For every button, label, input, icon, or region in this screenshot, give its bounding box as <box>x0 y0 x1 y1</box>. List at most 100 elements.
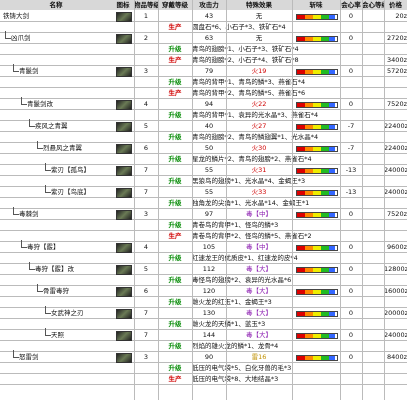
materials: 烈焰的雄火龙的鳞*1、龙骨*4 <box>192 342 279 350</box>
sharpness-bar <box>296 102 338 108</box>
row-line <box>0 242 407 253</box>
crit-rate: -7 <box>347 122 355 130</box>
attack: 90 <box>204 353 214 361</box>
crit-rate: -13 <box>345 166 357 174</box>
recipe-kind: 升级 <box>168 133 182 141</box>
special-effect: 火19 <box>251 67 267 75</box>
crit-rate: -13 <box>345 188 357 196</box>
sharpness-bar <box>296 14 338 20</box>
sharpness-bar <box>296 355 338 361</box>
sharpness-bar <box>296 289 338 295</box>
column-header: 会心等级 <box>362 0 385 10</box>
weapon-name: 凶爪剑 <box>11 34 31 42</box>
item-level: 6 <box>143 287 149 295</box>
special-effect: 毒【中】 <box>246 210 272 218</box>
materials: 青鸟的背甲*1、青鸟的鳞*3、燕雀石*4 <box>192 78 306 86</box>
column-divider <box>340 0 341 400</box>
item-level: 4 <box>143 100 149 108</box>
weapon-icon <box>116 331 132 341</box>
price: 8400z <box>387 353 407 361</box>
weapon-name: 青鬣剑改 <box>27 100 53 108</box>
special-effect: 无 <box>255 34 263 42</box>
tree-branch <box>45 306 51 314</box>
row-line <box>0 319 407 330</box>
crit-rate: 0 <box>348 34 354 42</box>
price: 12800z <box>384 265 407 273</box>
tree-branch <box>45 185 51 193</box>
row-line <box>0 264 407 275</box>
materials: 青鸟的背甲*1、袁异的光水晶*3、燕雀石*4 <box>192 111 319 119</box>
weapon-icon <box>116 12 132 22</box>
weapon-icon <box>116 243 132 253</box>
row-line <box>0 209 407 220</box>
price: 2720z <box>387 34 407 42</box>
crit-rate: 0 <box>348 12 354 20</box>
row-line <box>0 176 407 187</box>
row-line <box>0 198 407 209</box>
recipe-kind: 升级 <box>168 364 182 372</box>
materials: 黑狼鸟的翅膀*1、光水晶*4、金蝎王*3 <box>192 177 306 185</box>
item-level: 3 <box>143 67 149 75</box>
attack: 40 <box>204 122 214 130</box>
price: 3400z <box>387 56 407 64</box>
column-header: 穿戴等级 <box>158 0 193 10</box>
row-line <box>0 33 407 44</box>
weapon-name: 毒狩【霰】改 <box>35 265 74 273</box>
column-divider <box>134 0 135 400</box>
crit-rate: 0 <box>348 309 354 317</box>
materials: 青鸟的背甲*2、青鸟的鳞*5、燕雀石*6 <box>192 89 306 97</box>
price: 9600z <box>387 243 407 251</box>
tree-branch <box>21 240 27 248</box>
crit-rate: 0 <box>348 265 354 273</box>
recipe-kind: 升级 <box>168 221 182 229</box>
attack: 120 <box>202 287 216 295</box>
special-effect: 火31 <box>251 166 267 174</box>
attack: 94 <box>204 100 214 108</box>
crit-rate: 0 <box>348 353 354 361</box>
row-line <box>0 44 407 55</box>
item-level: 2 <box>143 34 149 42</box>
special-effect: 火33 <box>251 188 267 196</box>
materials: 青鸟的翅膀*2、青鸟的鳞翅翼*1、光水晶*4 <box>192 133 319 141</box>
row-line <box>0 187 407 198</box>
row-line <box>0 99 407 110</box>
row-line <box>0 165 407 176</box>
row-line <box>0 22 407 33</box>
weapon-name: 铁铸大剑 <box>3 12 29 20</box>
sharpness-bar <box>296 311 338 317</box>
weapon-name: 青鬣剑 <box>19 67 39 75</box>
column-header: 价格 <box>384 0 407 10</box>
row-line <box>0 55 407 66</box>
attack: 55 <box>204 188 214 196</box>
tree-branch <box>13 350 19 358</box>
materials: 青卷鸟的背甲*1、怪鸟的鳞*3 <box>192 221 279 229</box>
item-level: 3 <box>143 210 149 218</box>
weapon-icon <box>116 210 132 220</box>
materials: 毒怪鸟的翅膀*2、袁异的光水晶*6 <box>192 276 292 284</box>
column-divider <box>226 0 227 400</box>
row-line <box>0 220 407 231</box>
column-header: 图标 <box>112 0 135 10</box>
weapon-icon <box>116 100 132 110</box>
recipe-kind: 升级 <box>168 298 182 306</box>
price: 7520z <box>387 100 407 108</box>
tree-branch <box>37 141 43 149</box>
tree-branch <box>21 97 27 105</box>
price: 22400z <box>384 122 407 130</box>
materials: 红速龙王的优质皮*1、红速龙的皮*4 <box>192 254 298 262</box>
column-divider <box>384 0 385 400</box>
weapon-name: 紫刃【孤鸟】 <box>51 166 90 174</box>
column-header: 物品等级 <box>134 0 159 10</box>
column-header: 斩味 <box>292 0 341 10</box>
materials: 圆盘石*6、小石子*3、铁矿石*4 <box>192 23 286 31</box>
price: 20000z <box>384 309 407 317</box>
materials: 星龙的鳞片*2、青鸟的翅膀*2、燕雀石*4 <box>192 155 312 163</box>
tree-branch <box>5 31 11 39</box>
materials: 雌火龙的天鳞*1、蓝玉*3 <box>192 320 266 328</box>
attack: 144 <box>202 331 216 339</box>
recipe-kind: 生产 <box>168 89 182 97</box>
weapon-icon <box>116 144 132 154</box>
price: 16000z <box>384 287 407 295</box>
materials: 雌火龙的红玉*1、金蝎王*3 <box>192 298 272 306</box>
item-level: 7 <box>143 188 149 196</box>
